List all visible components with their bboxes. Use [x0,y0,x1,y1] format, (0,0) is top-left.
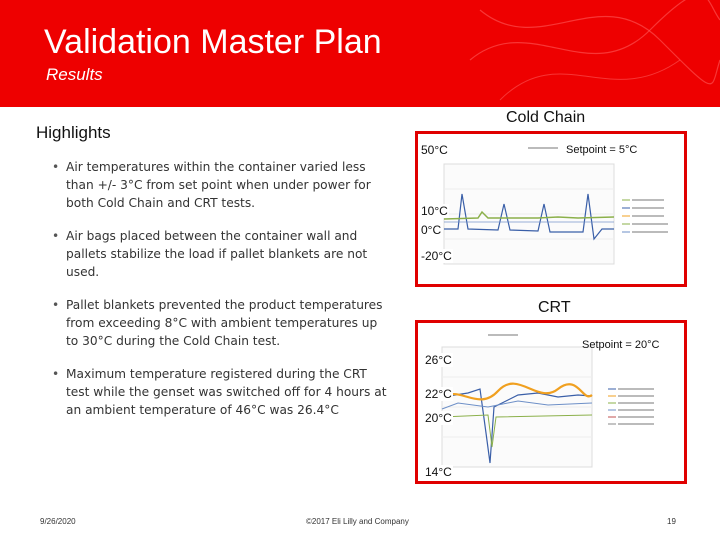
crt-label-mid2: 20°C [424,411,453,425]
page-number: 19 [667,517,676,526]
page-title: Validation Master Plan [44,23,382,61]
bullet-item: Air temperatures within the container va… [52,158,392,212]
cold-chain-label-bottom: -20°C [420,249,453,263]
footer-date: 9/26/2020 [40,517,76,526]
cold-chain-label-mid1: 10°C [420,204,449,218]
cold-chain-plot-graphic [443,147,678,265]
crt-label-bottom: 14°C [424,465,453,479]
cold-chain-label-top: 50°C [420,143,449,157]
crt-setpoint: Setpoint = 20°C [582,339,660,351]
highlights-heading: Highlights [36,123,111,142]
cold-chain-chart-image: 50°C Setpoint = 5°C 10°C 0°C -20°C [415,131,687,287]
bullet-item: Maximum temperature registered during th… [52,365,392,419]
bullet-item: Pallet blankets prevented the product te… [52,296,392,350]
cold-chain-label-mid2: 0°C [420,223,443,237]
cold-chain-caption: Cold Chain [506,109,586,126]
page-subtitle: Results [46,65,103,84]
header-banner [0,0,720,107]
crt-chart-image: Setpoint = 20°C 26°C 22°C 20°C 14°C [415,320,687,484]
crt-label-mid1: 22°C [424,387,453,401]
dna-helix-decoration [469,0,720,101]
cold-chain-setpoint: Setpoint = 5°C [566,144,638,156]
crt-caption: CRT [538,299,571,316]
crt-plot-graphic [441,334,670,468]
bullet-item: Air bags placed between the container wa… [52,227,392,281]
crt-label-top: 26°C [424,353,453,367]
highlights-list: Air temperatures within the container va… [52,158,392,434]
footer-copyright: ©2017 Eli Lilly and Company [306,517,409,526]
